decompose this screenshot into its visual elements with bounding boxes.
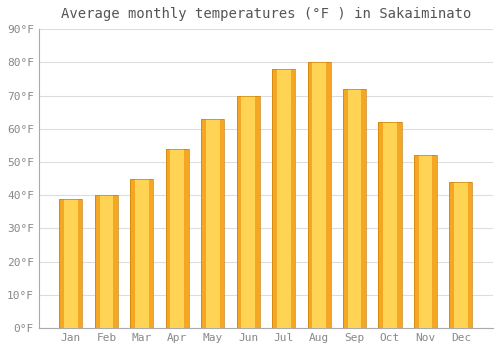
- Bar: [95, 195, 118, 328]
- Bar: [383, 122, 397, 328]
- Bar: [135, 178, 149, 328]
- Bar: [206, 119, 220, 328]
- Bar: [170, 149, 184, 328]
- Bar: [450, 182, 472, 328]
- Bar: [348, 89, 362, 328]
- Bar: [308, 62, 330, 328]
- Bar: [308, 62, 330, 328]
- Bar: [60, 198, 82, 328]
- Bar: [236, 96, 260, 328]
- Bar: [166, 149, 189, 328]
- Bar: [272, 69, 295, 328]
- Bar: [312, 62, 326, 328]
- Bar: [236, 96, 260, 328]
- Bar: [418, 155, 432, 328]
- Title: Average monthly temperatures (°F ) in Sakaiminato: Average monthly temperatures (°F ) in Sa…: [60, 7, 471, 21]
- Bar: [130, 178, 154, 328]
- Bar: [378, 122, 402, 328]
- Bar: [343, 89, 366, 328]
- Bar: [343, 89, 366, 328]
- Bar: [414, 155, 437, 328]
- Bar: [60, 198, 82, 328]
- Bar: [201, 119, 224, 328]
- Bar: [242, 96, 255, 328]
- Bar: [272, 69, 295, 328]
- Bar: [276, 69, 290, 328]
- Bar: [64, 198, 78, 328]
- Bar: [166, 149, 189, 328]
- Bar: [100, 195, 114, 328]
- Bar: [378, 122, 402, 328]
- Bar: [130, 178, 154, 328]
- Bar: [450, 182, 472, 328]
- Bar: [201, 119, 224, 328]
- Bar: [454, 182, 468, 328]
- Bar: [95, 195, 118, 328]
- Bar: [414, 155, 437, 328]
